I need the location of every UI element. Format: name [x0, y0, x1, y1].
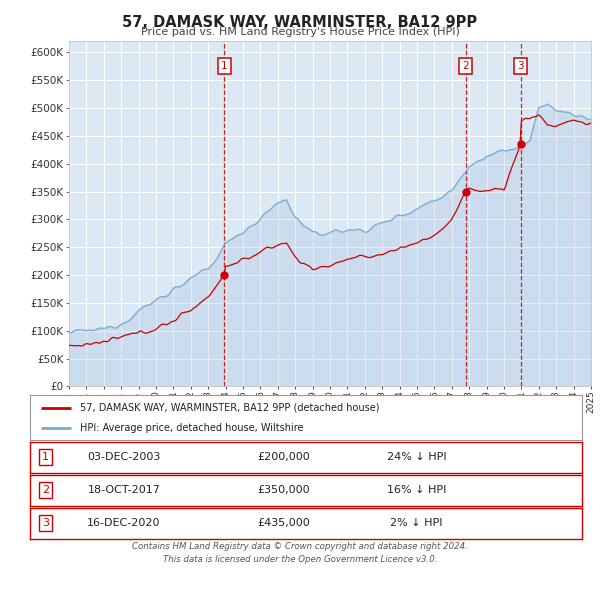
Text: Contains HM Land Registry data © Crown copyright and database right 2024.: Contains HM Land Registry data © Crown c… — [132, 542, 468, 550]
Text: HPI: Average price, detached house, Wiltshire: HPI: Average price, detached house, Wilt… — [80, 423, 303, 433]
Text: 3: 3 — [517, 61, 524, 71]
Text: 1: 1 — [42, 453, 49, 462]
Text: 16-DEC-2020: 16-DEC-2020 — [87, 519, 161, 528]
Text: £200,000: £200,000 — [257, 453, 310, 462]
Text: This data is licensed under the Open Government Licence v3.0.: This data is licensed under the Open Gov… — [163, 555, 437, 563]
Text: 1: 1 — [221, 61, 227, 71]
Text: Price paid vs. HM Land Registry's House Price Index (HPI): Price paid vs. HM Land Registry's House … — [140, 27, 460, 37]
Text: 57, DAMASK WAY, WARMINSTER, BA12 9PP: 57, DAMASK WAY, WARMINSTER, BA12 9PP — [122, 15, 478, 30]
Text: 3: 3 — [42, 519, 49, 528]
Text: 18-OCT-2017: 18-OCT-2017 — [88, 486, 160, 495]
Text: 2: 2 — [462, 61, 469, 71]
Text: 03-DEC-2003: 03-DEC-2003 — [87, 453, 161, 462]
Text: £435,000: £435,000 — [257, 519, 310, 528]
Text: 2% ↓ HPI: 2% ↓ HPI — [390, 519, 443, 528]
Text: 24% ↓ HPI: 24% ↓ HPI — [386, 453, 446, 462]
Text: 57, DAMASK WAY, WARMINSTER, BA12 9PP (detached house): 57, DAMASK WAY, WARMINSTER, BA12 9PP (de… — [80, 403, 379, 412]
Text: 2: 2 — [42, 486, 49, 495]
Text: 16% ↓ HPI: 16% ↓ HPI — [387, 486, 446, 495]
Text: £350,000: £350,000 — [257, 486, 310, 495]
